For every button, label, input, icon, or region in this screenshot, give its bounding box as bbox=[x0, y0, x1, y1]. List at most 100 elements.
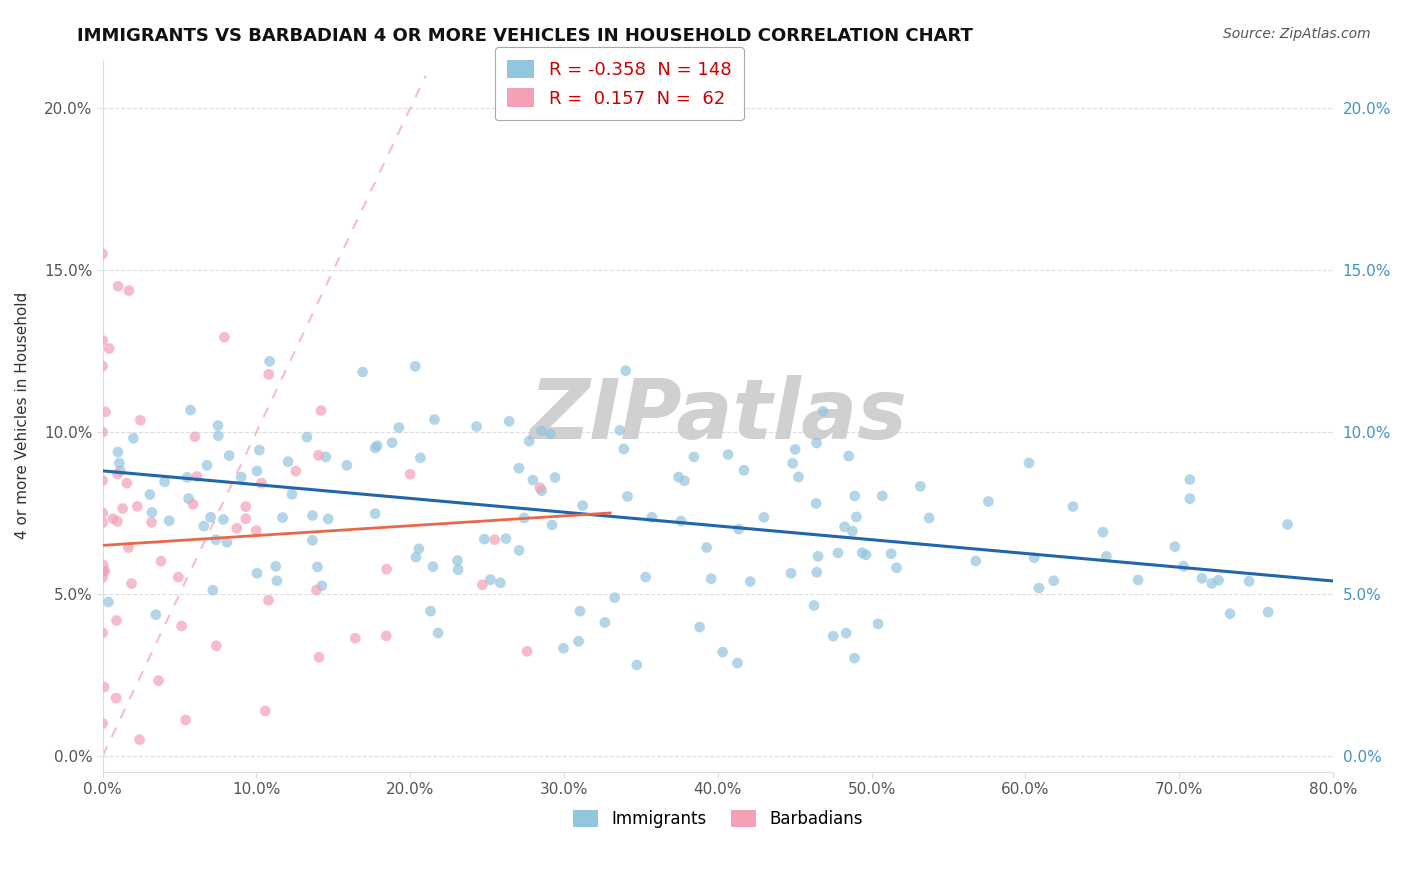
Point bbox=[91, 716, 114, 731]
Point bbox=[205, 639, 228, 653]
Point bbox=[141, 505, 163, 519]
Point bbox=[626, 657, 648, 672]
Point bbox=[404, 359, 426, 374]
Point bbox=[844, 489, 866, 503]
Point bbox=[568, 634, 591, 648]
Point bbox=[91, 516, 114, 530]
Point bbox=[375, 629, 398, 643]
Point bbox=[835, 626, 858, 640]
Point bbox=[247, 443, 270, 458]
Point bbox=[823, 629, 845, 643]
Point bbox=[257, 593, 280, 607]
Point bbox=[838, 449, 860, 463]
Point bbox=[787, 470, 810, 484]
Point bbox=[121, 576, 143, 591]
Point bbox=[207, 429, 229, 443]
Point bbox=[129, 413, 152, 427]
Point bbox=[170, 619, 193, 633]
Point bbox=[336, 458, 359, 473]
Point bbox=[105, 467, 128, 481]
Point bbox=[117, 541, 139, 555]
Point bbox=[301, 508, 323, 523]
Point bbox=[593, 615, 616, 630]
Point bbox=[91, 558, 114, 573]
Point bbox=[471, 578, 494, 592]
Point bbox=[910, 479, 932, 493]
Point bbox=[250, 476, 273, 491]
Point bbox=[316, 512, 339, 526]
Point bbox=[214, 330, 236, 344]
Point bbox=[1018, 456, 1040, 470]
Point bbox=[806, 436, 828, 450]
Point bbox=[259, 354, 281, 368]
Point bbox=[94, 564, 117, 578]
Point bbox=[553, 641, 575, 656]
Point bbox=[538, 426, 561, 441]
Point bbox=[271, 510, 294, 524]
Point bbox=[855, 548, 877, 562]
Point bbox=[305, 583, 328, 598]
Point bbox=[614, 364, 637, 378]
Point bbox=[1028, 581, 1050, 595]
Point bbox=[1201, 576, 1223, 591]
Point bbox=[111, 501, 134, 516]
Point bbox=[880, 547, 903, 561]
Point bbox=[218, 449, 240, 463]
Point bbox=[668, 470, 690, 484]
Point bbox=[277, 455, 299, 469]
Point bbox=[571, 499, 593, 513]
Point bbox=[1208, 573, 1230, 587]
Point bbox=[700, 572, 723, 586]
Point bbox=[118, 284, 141, 298]
Point bbox=[311, 579, 333, 593]
Point bbox=[785, 442, 807, 457]
Point bbox=[295, 430, 318, 444]
Point bbox=[246, 464, 269, 478]
Point bbox=[97, 595, 120, 609]
Point bbox=[423, 412, 446, 426]
Point bbox=[682, 450, 704, 464]
Point bbox=[110, 464, 132, 478]
Point bbox=[200, 510, 222, 524]
Point bbox=[107, 445, 129, 459]
Point bbox=[366, 439, 388, 453]
Point bbox=[174, 713, 197, 727]
Point bbox=[344, 632, 367, 646]
Point bbox=[484, 533, 506, 547]
Point bbox=[472, 532, 495, 546]
Point bbox=[231, 470, 253, 484]
Point bbox=[195, 458, 218, 473]
Point bbox=[141, 516, 163, 530]
Point bbox=[977, 494, 1000, 508]
Point bbox=[184, 430, 207, 444]
Point bbox=[375, 562, 398, 576]
Point bbox=[235, 500, 257, 514]
Point bbox=[495, 532, 517, 546]
Point bbox=[544, 470, 567, 484]
Point bbox=[307, 560, 329, 574]
Point bbox=[516, 644, 538, 658]
Point bbox=[447, 563, 470, 577]
Point bbox=[105, 691, 128, 706]
Point bbox=[388, 420, 411, 434]
Point bbox=[122, 431, 145, 445]
Point bbox=[281, 487, 304, 501]
Point bbox=[150, 554, 173, 568]
Point bbox=[1219, 607, 1241, 621]
Point bbox=[107, 279, 129, 293]
Point bbox=[530, 424, 553, 438]
Y-axis label: 4 or more Vehicles in Household: 4 or more Vehicles in Household bbox=[15, 293, 30, 540]
Point bbox=[752, 510, 775, 524]
Point bbox=[1042, 574, 1064, 588]
Point bbox=[498, 414, 520, 428]
Point bbox=[918, 511, 941, 525]
Point bbox=[225, 521, 247, 535]
Point bbox=[845, 510, 868, 524]
Point bbox=[108, 456, 131, 470]
Point bbox=[422, 559, 444, 574]
Point bbox=[603, 591, 626, 605]
Point bbox=[727, 522, 749, 536]
Point bbox=[868, 616, 890, 631]
Point bbox=[529, 481, 551, 495]
Point bbox=[308, 449, 330, 463]
